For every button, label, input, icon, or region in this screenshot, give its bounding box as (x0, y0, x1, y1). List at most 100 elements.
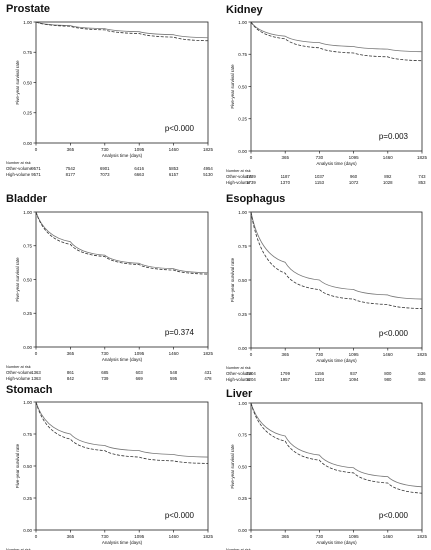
y-tick-label: 0.75 (238, 433, 247, 438)
risk-table-title: Number at risk (226, 169, 251, 173)
x-tick-label: 730 (101, 351, 109, 356)
risk-count: 1957 (280, 377, 290, 382)
y-tick-label: 0.00 (23, 345, 32, 350)
x-tick-label: 1825 (203, 534, 214, 539)
y-tick-label: 1.00 (23, 20, 32, 25)
risk-count: 853 (418, 180, 426, 185)
y-tick-label: 0.75 (238, 244, 247, 249)
y-axis-label: Five-year survival rate (15, 60, 20, 105)
x-tick-label: 730 (316, 352, 324, 357)
km-panel: Liver 0.00 0.25 0.50 0.75 1.00 Five-year survi… (226, 388, 428, 550)
x-tick-label: 0 (35, 147, 38, 152)
y-tick-label: 0.75 (23, 244, 32, 249)
risk-count: 595 (170, 376, 178, 381)
risk-count: 669 (136, 376, 144, 381)
x-tick-label: 0 (35, 534, 38, 539)
x-tick-label: 365 (67, 534, 75, 539)
risk-count: 3204 (246, 371, 256, 376)
high-volume-curve (35, 211, 209, 275)
y-tick-label: 1.00 (23, 210, 32, 215)
risk-group-label: High-volume (6, 376, 31, 381)
risk-group-label: Other-volume (226, 371, 253, 376)
y-tick-label: 1.00 (238, 401, 247, 406)
risk-count: 1324 (315, 377, 325, 382)
p-value-annotation: p<0.000 (165, 511, 195, 520)
y-axis-label: Five-year survival rate (230, 64, 235, 109)
risk-count: 1187 (281, 174, 291, 179)
y-tick-label: 0.25 (238, 496, 247, 501)
x-tick-label: 730 (316, 155, 324, 160)
other-volume-curve (35, 21, 209, 39)
y-tick-label: 0.25 (23, 111, 32, 116)
x-tick-label: 365 (281, 155, 289, 160)
risk-count: 5853 (169, 166, 179, 171)
x-tick-label: 1825 (417, 352, 428, 357)
panel-title: Prostate (6, 3, 50, 15)
x-tick-label: 1825 (203, 147, 214, 152)
y-tick-label: 0.75 (238, 52, 247, 57)
risk-count: 1799 (280, 371, 290, 376)
x-tick-label: 1460 (383, 534, 394, 539)
risk-count: 1153 (315, 180, 325, 185)
risk-count: 9571 (31, 166, 41, 171)
other-volume-curve (35, 211, 209, 274)
x-axis-label: Analysis time (days) (102, 153, 143, 158)
x-tick-label: 1095 (134, 147, 145, 152)
risk-count: 1028 (383, 180, 393, 185)
y-tick-label: 0.00 (238, 149, 247, 154)
x-axis-label: Analysis time (days) (316, 161, 357, 166)
y-axis-label: Five-year survival rate (15, 443, 20, 488)
y-axis-label: Five-year survival rate (230, 444, 235, 489)
high-volume-curve (250, 21, 423, 62)
risk-count: 739 (101, 376, 109, 381)
y-tick-label: 0.75 (23, 50, 32, 55)
risk-count: 1370 (280, 180, 290, 185)
x-tick-label: 0 (250, 352, 253, 357)
panel-title: Stomach (6, 384, 53, 396)
y-tick-label: 0.00 (238, 528, 247, 533)
risk-group-label: High-volume (226, 180, 251, 185)
plot-frame (35, 211, 209, 348)
high-volume-curve (35, 401, 209, 464)
high-volume-curve (250, 211, 423, 309)
p-value-annotation: p<0.000 (379, 329, 409, 338)
p-value-annotation: p=0.003 (379, 132, 409, 141)
panel-title: Esophagus (226, 193, 285, 205)
y-tick-label: 0.50 (238, 278, 247, 283)
risk-table-title: Number at risk (226, 366, 251, 370)
x-axis-label: Analysis time (days) (102, 540, 143, 545)
x-tick-label: 1460 (169, 147, 180, 152)
risk-group-label: Other-volume (226, 174, 253, 179)
p-value-annotation: p=0.374 (165, 328, 195, 337)
y-axis-label: Five-year survival rate (230, 257, 235, 302)
risk-count: 960 (350, 174, 358, 179)
x-tick-label: 365 (67, 351, 75, 356)
risk-group-label: Other-volume (6, 166, 33, 171)
risk-count: 603 (136, 370, 144, 375)
plot-frame (250, 211, 423, 349)
x-tick-label: 1460 (169, 534, 180, 539)
y-tick-label: 0.50 (23, 464, 32, 469)
x-axis-label: Analysis time (days) (102, 357, 143, 362)
risk-count: 4954 (203, 166, 213, 171)
risk-table-title: Number at risk (6, 365, 31, 369)
risk-table-title: Number at risk (226, 548, 251, 550)
x-tick-label: 1460 (383, 352, 394, 357)
km-panel: Bladder 0.00 0.25 0.50 0.75 1.00 Five-year sur… (6, 193, 214, 381)
other-volume-curve (250, 211, 423, 300)
risk-count: 1363 (31, 370, 41, 375)
x-tick-label: 1095 (349, 155, 360, 160)
high-volume-curve (35, 21, 209, 42)
x-tick-label: 0 (250, 155, 253, 160)
risk-group-label: Other-volume (6, 370, 33, 375)
risk-count: 842 (67, 376, 75, 381)
risk-table-title: Number at risk (6, 161, 31, 165)
risk-count: 892 (384, 174, 392, 179)
risk-count: 861 (67, 370, 75, 375)
x-tick-label: 1825 (203, 351, 214, 356)
y-tick-label: 0.25 (23, 311, 32, 316)
risk-count: 1739 (246, 180, 256, 185)
risk-count: 980 (384, 377, 392, 382)
risk-count: 937 (350, 371, 358, 376)
y-tick-label: 0.75 (23, 432, 32, 437)
